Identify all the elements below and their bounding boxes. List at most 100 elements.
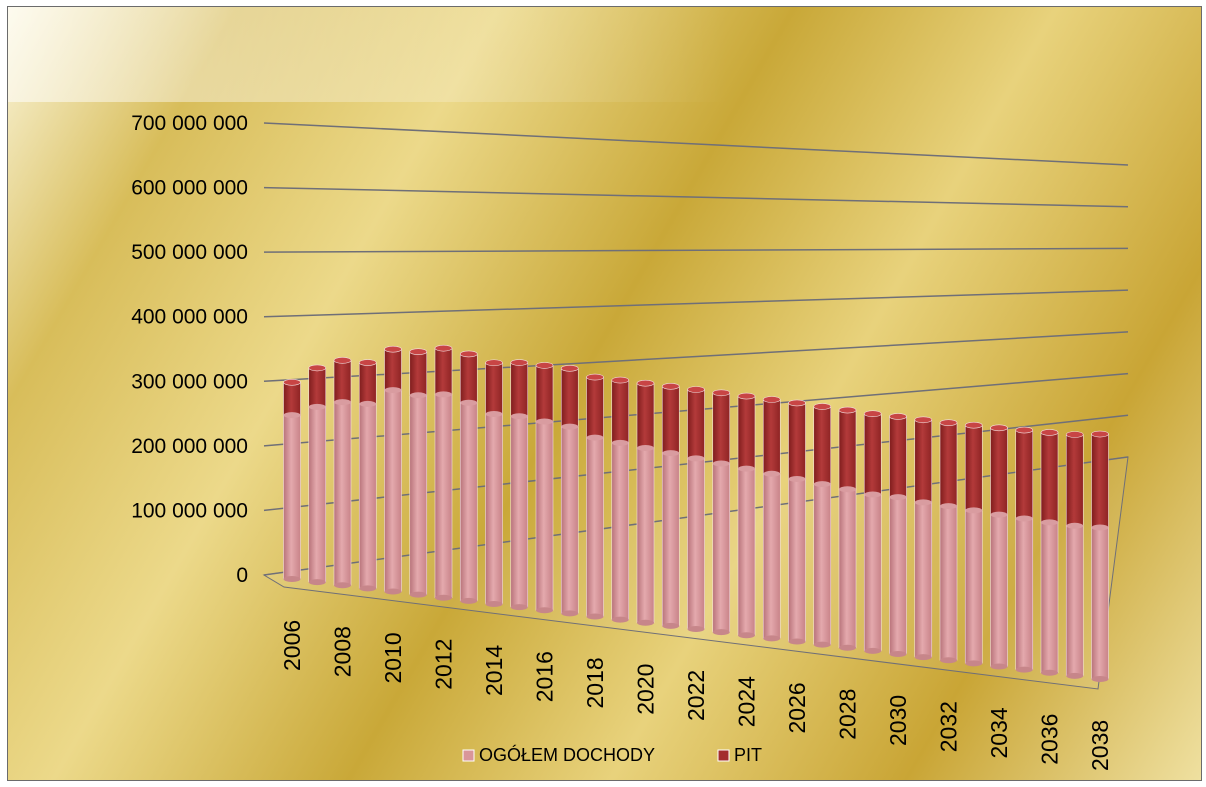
bar-top [384, 345, 402, 353]
gridline [263, 331, 1129, 383]
bar-pit [611, 379, 630, 444]
bar-pit [737, 395, 756, 469]
bar-pit [409, 351, 428, 396]
bar-top [990, 424, 1008, 432]
bar-seam [889, 494, 907, 501]
bar-stack-2016 [535, 362, 554, 614]
bar-stack-2028 [838, 406, 857, 651]
bar-top [1040, 429, 1059, 436]
bar-pit [308, 367, 327, 408]
bar-pit [687, 389, 705, 459]
bar-top [762, 396, 781, 403]
bar-pit [762, 399, 781, 475]
bar-pit [914, 419, 933, 503]
bar-ogolem-dochody [485, 413, 503, 605]
bar-stack-2023 [712, 389, 731, 636]
bar-stack-2022 [687, 386, 705, 632]
bar-stack-2006 [283, 378, 301, 582]
bar-pit [358, 362, 377, 405]
bar-pit [788, 402, 806, 480]
bar-base [1015, 666, 1033, 673]
bar-seam [586, 434, 604, 441]
bar-stack-2024 [737, 392, 756, 639]
bar-seam [283, 412, 301, 419]
bar-stack-2014 [485, 359, 503, 607]
bar-seam [510, 413, 528, 420]
bar-stack-2008 [333, 357, 352, 589]
bar-stack-2012 [434, 344, 453, 601]
chart-area: 0 100 000 000 200 000 000 300 000 000 400 00… [7, 6, 1202, 781]
bar-pit [889, 416, 907, 498]
bar-base [409, 591, 427, 598]
bar-stack-2025 [762, 396, 781, 642]
bar-top [560, 365, 579, 372]
bar-base [308, 579, 326, 586]
bar-seam [611, 439, 629, 446]
bar-base [536, 607, 553, 614]
bar-seam [561, 423, 579, 430]
bar-ogolem-dochody [838, 488, 857, 649]
bar-seam [738, 465, 755, 472]
bar-ogolem-dochody [889, 496, 907, 655]
bar-ogolem-dochody [333, 401, 352, 586]
bar-base [460, 597, 478, 604]
bar-base [359, 585, 377, 592]
bar-base [283, 576, 301, 582]
bar-stack-2034 [990, 424, 1008, 670]
bar-pit [434, 347, 453, 395]
bar-base [712, 629, 730, 636]
bar-top [737, 392, 756, 400]
bar-ogolem-dochody [611, 442, 630, 620]
bar-base [965, 660, 983, 667]
bar-pit [510, 362, 529, 417]
bar-top [1065, 431, 1084, 438]
bar-pit [485, 362, 503, 415]
bar-stack-2011 [409, 348, 428, 598]
bar-seam [334, 399, 351, 406]
bar-stack-2032 [939, 419, 958, 664]
bar-seam [662, 450, 680, 457]
bar-top [535, 362, 554, 369]
legend-label: OGÓŁEM DOCHODY [479, 744, 655, 765]
bar-pit [1015, 429, 1034, 519]
bar-pit [661, 386, 680, 454]
bar-ogolem-dochody [712, 463, 731, 633]
bar-pit [535, 365, 554, 422]
y-tick-label: 0 [236, 564, 248, 587]
bar-base [435, 594, 452, 601]
bar-seam [359, 400, 377, 407]
bar-stack-2018 [586, 373, 604, 620]
bar-stack-2035 [1015, 426, 1034, 673]
x-tick-label: 2024 [734, 676, 760, 727]
bar-ogolem-dochody [358, 403, 377, 589]
bar-stack-2009 [358, 359, 377, 592]
bar-ogolem-dochody [939, 505, 958, 661]
bar-top [813, 403, 832, 410]
bar-stack-2029 [863, 410, 882, 654]
bar-ogolem-dochody [1091, 527, 1109, 680]
bar-base [990, 663, 1008, 670]
bar-base [1066, 672, 1084, 679]
bar-seam [1066, 522, 1084, 529]
bar-pit [333, 360, 352, 403]
bar-top [283, 378, 301, 386]
x-tick-label: 2010 [380, 632, 406, 683]
bar-base [788, 638, 806, 645]
bar-seam [460, 399, 478, 406]
bar-ogolem-dochody [914, 502, 933, 658]
bar-top [661, 383, 680, 390]
bar-pit [990, 427, 1008, 515]
bar-ogolem-dochody [863, 494, 882, 652]
bar-ogolem-dochody [788, 478, 806, 642]
bar-base [510, 604, 528, 611]
bar-ogolem-dochody [434, 394, 453, 599]
bar-seam [914, 499, 932, 506]
bar-pit [560, 368, 579, 427]
bar-top [863, 410, 882, 418]
bar-base [611, 616, 629, 623]
legend-label: PIT [734, 745, 762, 765]
bar-ogolem-dochody [964, 510, 983, 664]
bar-pit [283, 381, 301, 416]
legend-swatch [717, 749, 730, 762]
bar-stack-2026 [788, 399, 806, 645]
